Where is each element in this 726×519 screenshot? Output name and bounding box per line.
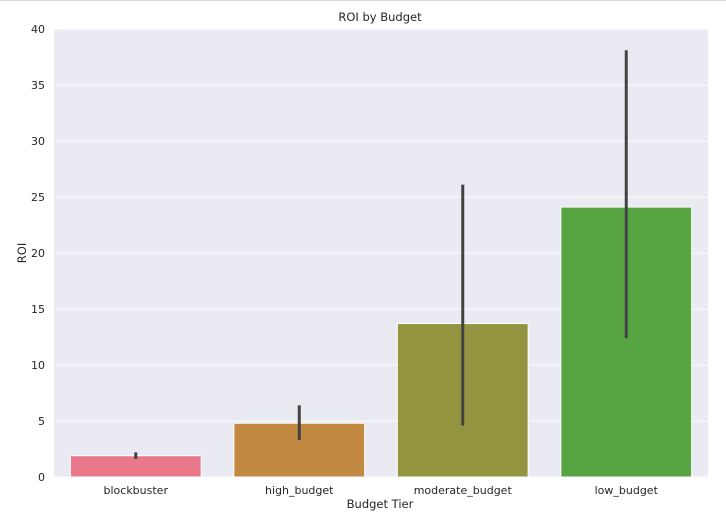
top-border (0, 0, 726, 1)
x-tick-label: low_budget (595, 484, 659, 497)
x-tick-label: high_budget (265, 484, 334, 497)
chart-title: ROI by Budget (338, 10, 422, 24)
error-bars (134, 50, 628, 460)
x-tick-label: moderate_budget (414, 484, 513, 497)
y-tick-label: 20 (31, 247, 45, 260)
y-tick-label: 0 (38, 471, 45, 484)
y-tick-label: 25 (31, 191, 45, 204)
y-axis-ticks: 0 5 10 15 20 25 30 35 40 (31, 23, 45, 484)
y-axis-label: ROI (15, 243, 29, 263)
y-tick-label: 5 (38, 415, 45, 428)
y-tick-label: 40 (31, 23, 45, 36)
y-tick-label: 30 (31, 135, 45, 148)
bars (69, 206, 693, 478)
x-axis-label: Budget Tier (347, 497, 414, 511)
y-tick-label: 10 (31, 359, 45, 372)
x-axis-ticks: blockbuster high_budget moderate_budget low… (104, 484, 659, 497)
x-tick-label: blockbuster (104, 484, 169, 497)
y-tick-label: 15 (31, 303, 45, 316)
y-tick-label: 35 (31, 79, 45, 92)
